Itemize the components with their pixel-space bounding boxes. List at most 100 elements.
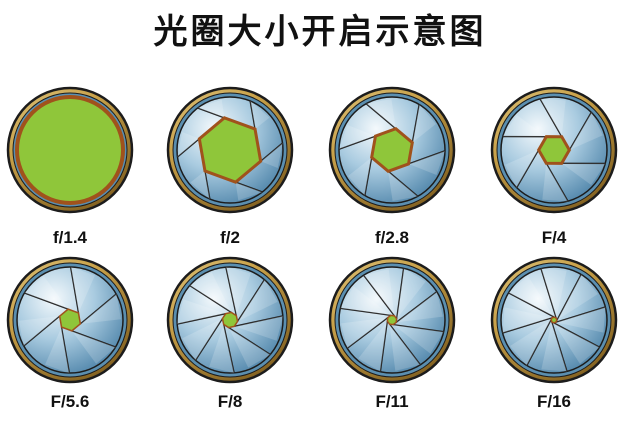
- blade-edge: [539, 98, 563, 138]
- blade-highlight: [561, 163, 606, 185]
- blade-highlight: [225, 266, 251, 316]
- blade-edge: [225, 266, 237, 316]
- blade-edge: [363, 274, 395, 317]
- blade-highlight: [70, 266, 95, 313]
- blade-highlight: [234, 315, 284, 341]
- blade-edge: [515, 149, 540, 189]
- blade-highlight: [341, 317, 388, 349]
- blade-highlight: [189, 272, 232, 313]
- blade-highlight: [408, 150, 446, 175]
- blade-highlight: [235, 182, 263, 201]
- aperture-label: F/5.6: [51, 392, 90, 411]
- blade-highlight: [338, 125, 376, 150]
- blade-edge: [411, 104, 420, 143]
- blade-edge: [60, 326, 71, 374]
- aperture-opening: [550, 316, 558, 324]
- blade-highlight: [389, 324, 421, 371]
- aperture-opening: [58, 308, 82, 332]
- blade-highlight: [539, 98, 566, 137]
- blade-edge: [553, 322, 601, 348]
- blade-highlight: [502, 307, 553, 334]
- aperture-8: F/16: [490, 256, 618, 411]
- blade-edge: [395, 291, 438, 323]
- blade-highlight: [260, 142, 283, 168]
- blade-edge: [393, 323, 444, 333]
- aperture-1: f/1.4: [6, 86, 134, 247]
- blade-highlight: [45, 327, 70, 374]
- blade-edge: [71, 330, 117, 348]
- aperture-opening: [221, 311, 239, 329]
- blade-highlight: [209, 324, 235, 374]
- blade-edge: [204, 170, 211, 200]
- blade-highlight: [505, 149, 539, 189]
- blade-highlight: [19, 316, 60, 347]
- aperture-4: F/4: [490, 86, 618, 247]
- blade-edge: [260, 142, 284, 162]
- blade-highlight: [348, 157, 372, 196]
- blade-highlight: [182, 318, 223, 361]
- blade-edge: [338, 135, 376, 150]
- blade-highlight: [250, 100, 270, 130]
- blade-edge: [395, 268, 405, 319]
- blade-highlight: [176, 299, 226, 325]
- blade-edge: [194, 318, 223, 362]
- diagram-title: 光圈大小开启示意图: [153, 12, 487, 52]
- blade-edge: [79, 293, 117, 325]
- aperture-label: f/2: [220, 228, 240, 247]
- blade-edge: [346, 317, 389, 349]
- blade-edge: [235, 181, 264, 193]
- blade-edge: [23, 292, 69, 310]
- blade-edge: [176, 313, 226, 325]
- blade-highlight: [412, 104, 436, 143]
- blade-highlight: [24, 276, 69, 310]
- aperture-opening: [536, 135, 572, 165]
- aperture-label: f/1.4: [53, 228, 88, 247]
- blade-edge: [507, 292, 555, 318]
- blade-highlight: [553, 322, 600, 364]
- blade-edge: [568, 111, 593, 151]
- aperture-3: f/2.8: [328, 86, 456, 247]
- aperture-2: f/2: [166, 86, 294, 247]
- aperture-opening: [386, 314, 398, 326]
- blade-edge: [340, 307, 391, 317]
- blade-edge: [188, 284, 232, 313]
- blade-highlight: [396, 291, 443, 323]
- aperture-label: F/8: [218, 392, 243, 411]
- blade-highlight: [393, 324, 444, 354]
- blade-edge: [364, 157, 373, 196]
- blade-highlight: [71, 330, 116, 364]
- blade-highlight: [502, 115, 547, 137]
- blade-highlight: [396, 268, 426, 319]
- blade-edge: [551, 321, 568, 372]
- aperture-6: F/8: [166, 256, 294, 411]
- blade-edge: [540, 268, 557, 319]
- blade-highlight: [542, 163, 569, 202]
- blade-highlight: [237, 279, 278, 322]
- blade-edge: [249, 100, 256, 130]
- blade-highlight: [340, 286, 391, 316]
- blade-edge: [389, 323, 421, 366]
- blade-edge: [237, 278, 266, 322]
- aperture-label: F/16: [537, 392, 571, 411]
- blade-highlight: [80, 293, 121, 324]
- blade-highlight: [510, 319, 552, 366]
- blade-highlight: [363, 269, 395, 316]
- blade-edge: [234, 315, 284, 327]
- blade-edge: [556, 273, 582, 321]
- blade-highlight: [197, 99, 225, 118]
- aperture-label: F/4: [542, 228, 567, 247]
- blade-edge: [228, 327, 272, 356]
- aperture-label: f/2.8: [375, 228, 409, 247]
- blade-edge: [176, 138, 200, 158]
- blade-highlight: [555, 306, 606, 333]
- blade-highlight: [388, 171, 419, 201]
- blade-edge: [545, 162, 569, 202]
- blade-edge: [196, 107, 225, 119]
- blade-highlight: [508, 276, 555, 318]
- blade-highlight: [556, 274, 598, 321]
- blade-highlight: [541, 321, 568, 372]
- blade-highlight: [358, 321, 388, 372]
- blade-edge: [408, 150, 446, 165]
- blade-highlight: [365, 99, 396, 129]
